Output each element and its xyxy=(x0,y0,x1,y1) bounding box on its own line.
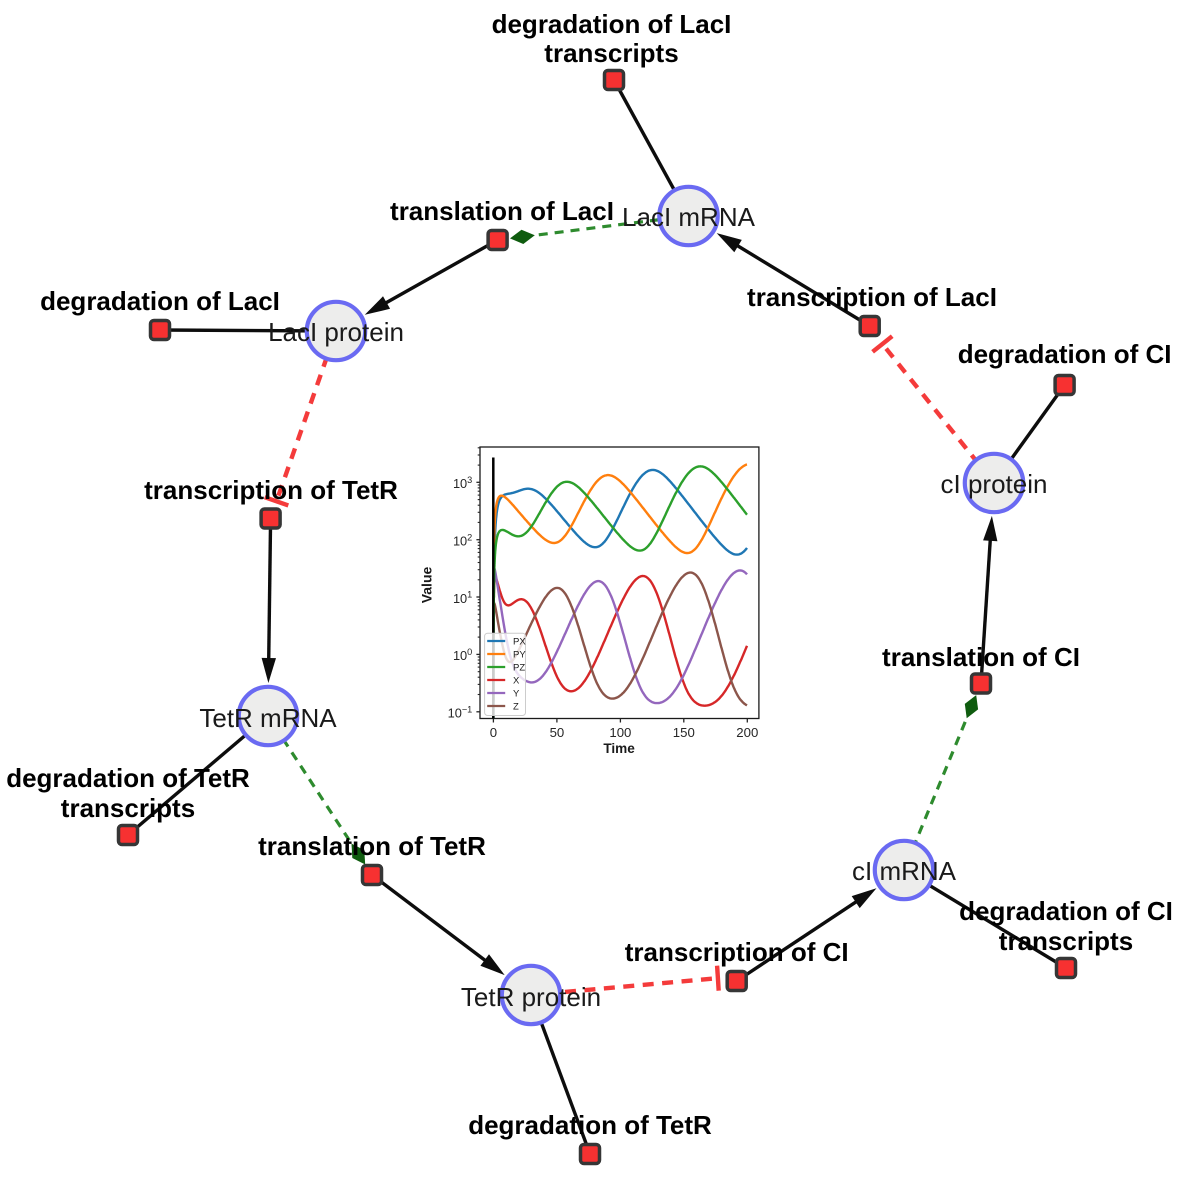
svg-text:150: 150 xyxy=(673,725,695,740)
svg-text:TetR mRNA: TetR mRNA xyxy=(199,703,337,733)
svg-text:X: X xyxy=(513,675,520,686)
svg-text:translation of LacI: translation of LacI xyxy=(390,196,614,226)
svg-text:degradation of CI: degradation of CI xyxy=(958,339,1172,369)
svg-text:transcripts: transcripts xyxy=(61,793,195,823)
svg-text:Y: Y xyxy=(513,688,520,699)
svg-text:PX: PX xyxy=(513,636,526,647)
svg-text:translation of TetR: translation of TetR xyxy=(258,831,486,861)
svg-text:PZ: PZ xyxy=(513,662,525,673)
svg-text:degradation of LacI: degradation of LacI xyxy=(40,286,280,316)
svg-text:degradation of TetR: degradation of TetR xyxy=(468,1110,712,1140)
svg-text:degradation of TetR: degradation of TetR xyxy=(6,763,250,793)
svg-text:Z: Z xyxy=(513,701,519,712)
svg-text:transcripts: transcripts xyxy=(999,926,1133,956)
svg-text:Time: Time xyxy=(603,741,635,756)
svg-text:translation of CI: translation of CI xyxy=(882,642,1080,672)
svg-text:degradation of LacI: degradation of LacI xyxy=(492,9,732,39)
svg-text:100: 100 xyxy=(609,725,631,740)
svg-text:transcription of CI: transcription of CI xyxy=(625,937,849,967)
svg-text:cI mRNA: cI mRNA xyxy=(852,856,957,886)
svg-text:cI protein: cI protein xyxy=(941,469,1048,499)
svg-text:0: 0 xyxy=(490,725,497,740)
svg-text:200: 200 xyxy=(736,725,758,740)
svg-text:LacI mRNA: LacI mRNA xyxy=(622,202,756,232)
svg-text:LacI protein: LacI protein xyxy=(268,317,404,347)
svg-text:TetR protein: TetR protein xyxy=(461,982,601,1012)
svg-text:PY: PY xyxy=(513,649,526,660)
svg-text:degradation of CI: degradation of CI xyxy=(959,896,1173,926)
svg-text:transcription of TetR: transcription of TetR xyxy=(144,475,398,505)
svg-text:50: 50 xyxy=(550,725,565,740)
svg-text:Value: Value xyxy=(419,567,435,604)
svg-text:transcription of LacI: transcription of LacI xyxy=(747,282,997,312)
svg-text:transcripts: transcripts xyxy=(544,38,678,68)
